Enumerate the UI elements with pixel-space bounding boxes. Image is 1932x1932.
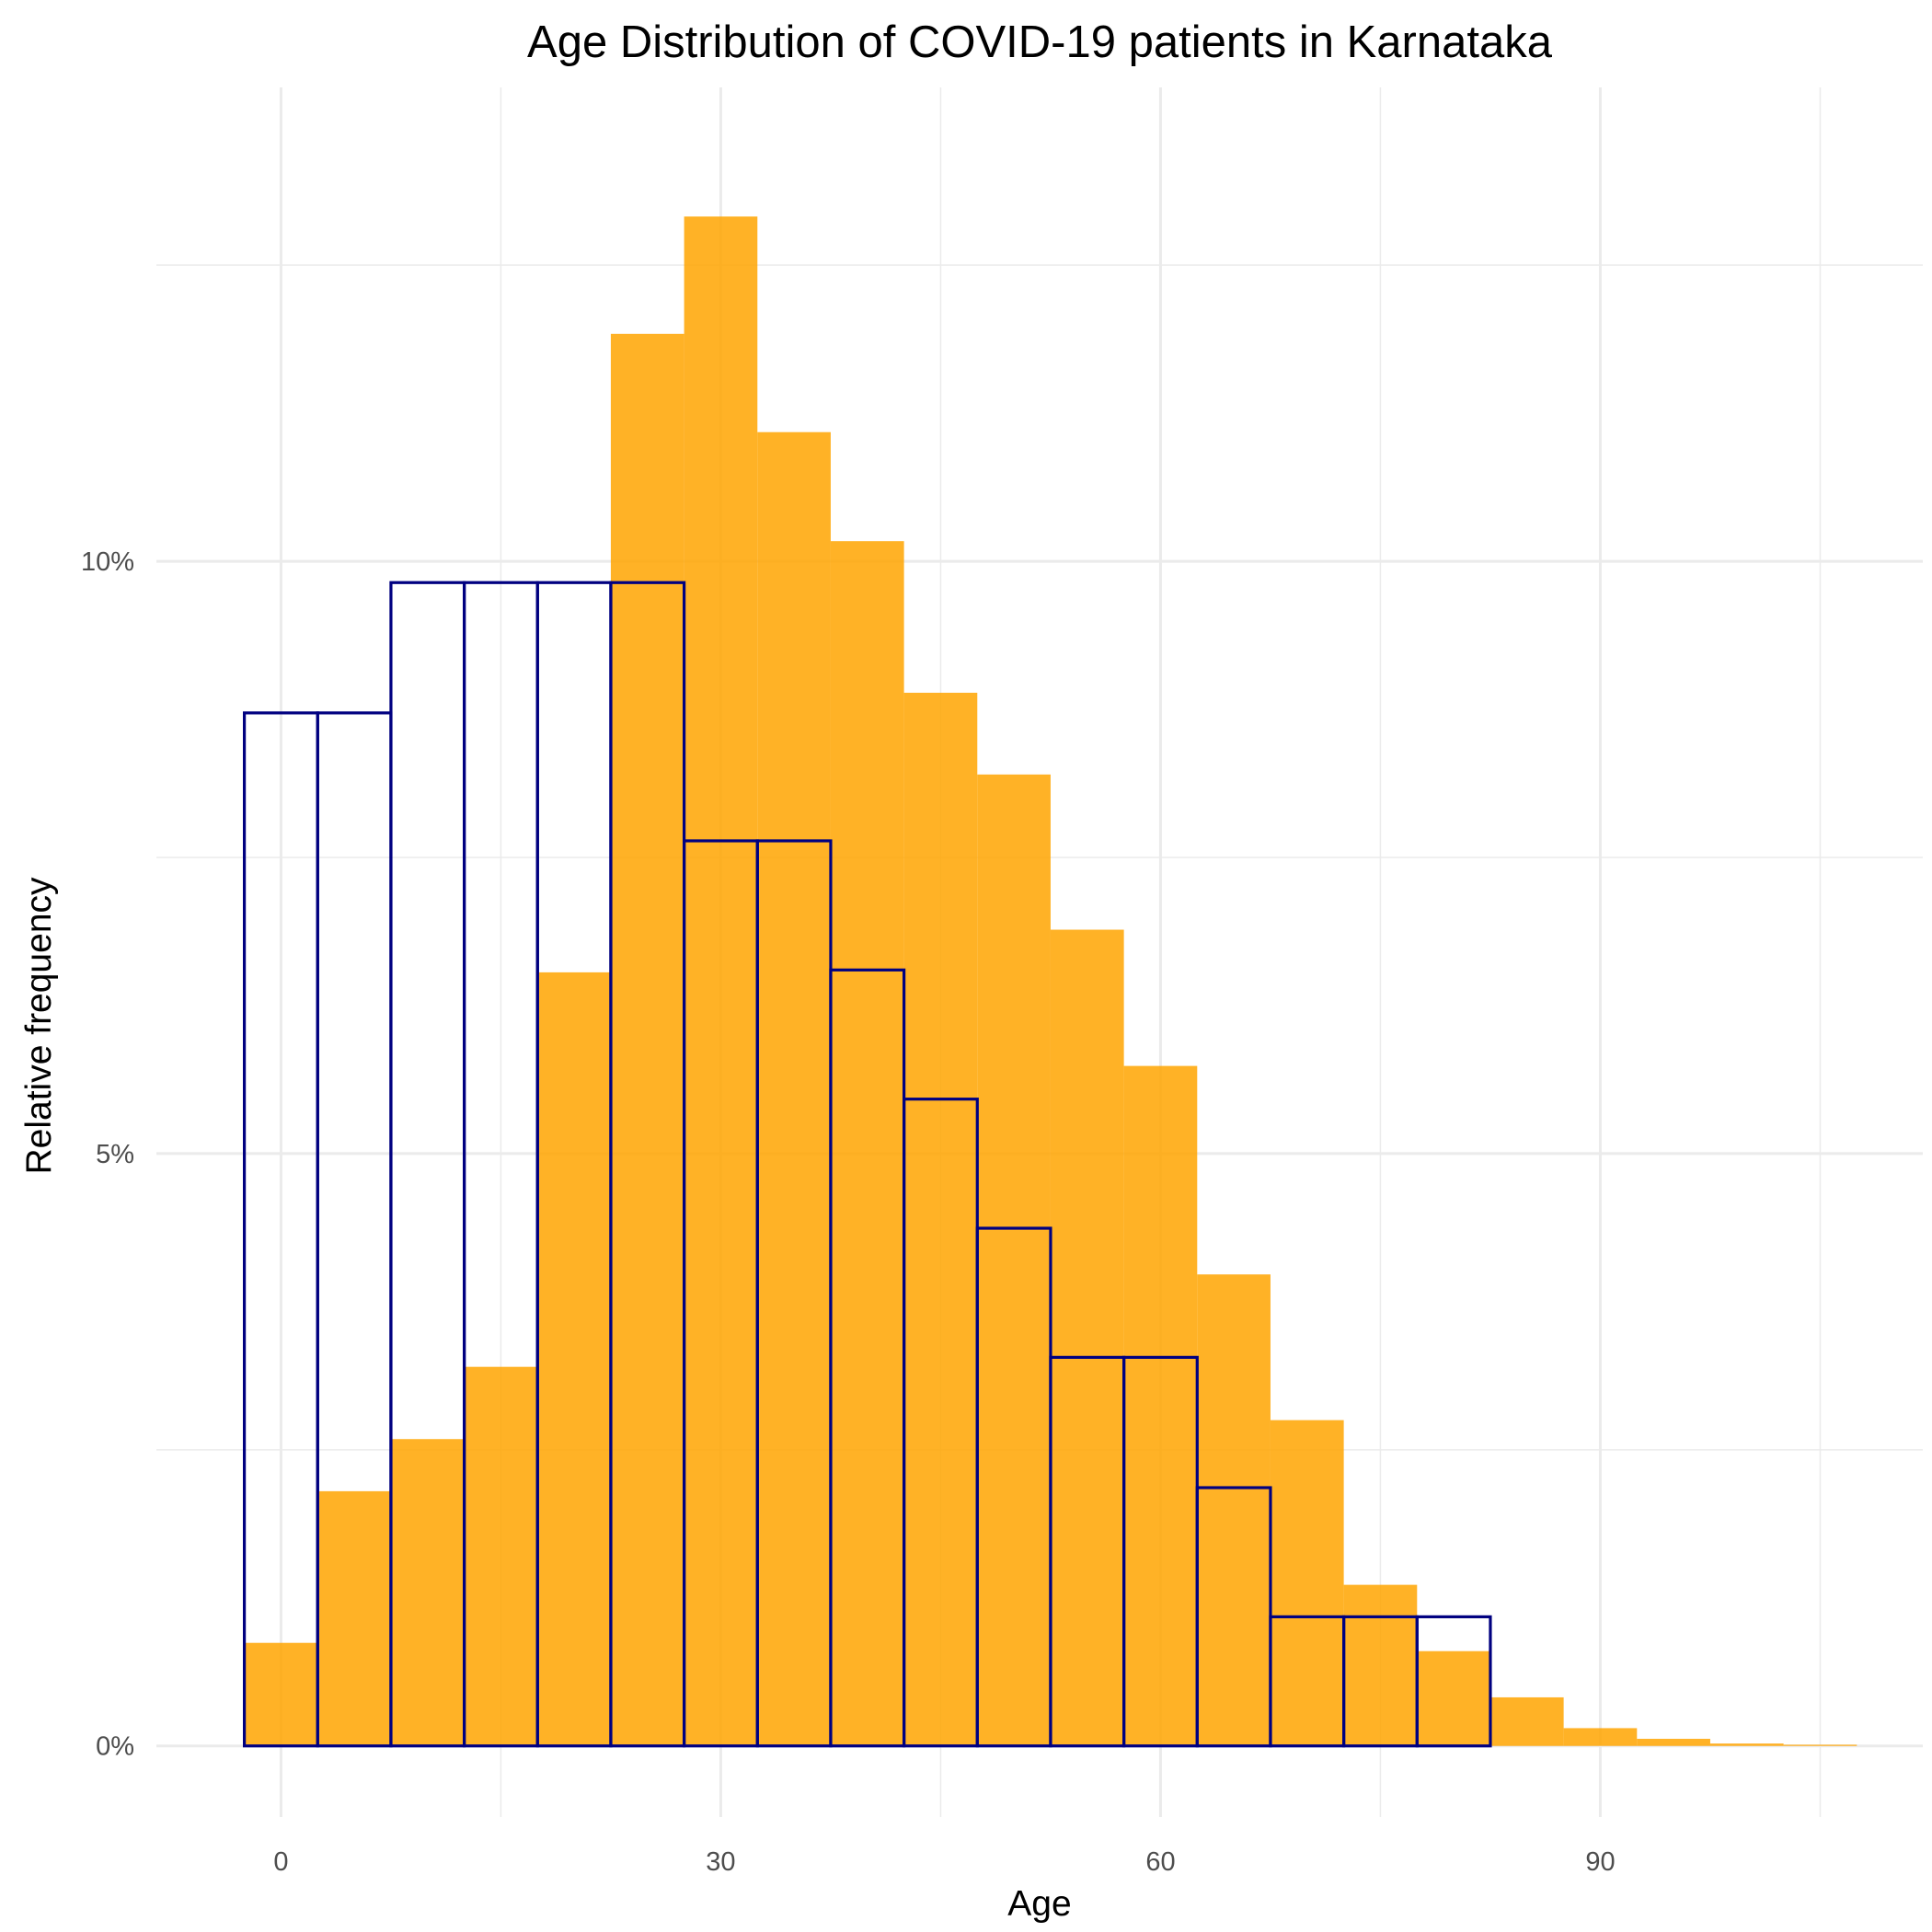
filled-bar-5 (317, 1490, 391, 1746)
filled-bar-60 (1123, 1065, 1198, 1746)
filled-bar-45 (903, 693, 978, 1746)
outline-histogram (243, 581, 1492, 1748)
outline-bar-80 (1415, 1615, 1492, 1748)
filled-bar-40 (830, 541, 904, 1746)
filled-bar-100 (1709, 1743, 1784, 1746)
x-tick-label-0: 0 (273, 1847, 288, 1877)
x-tick-label-60: 60 (1145, 1847, 1175, 1877)
y-tick-label-0: 0% (96, 1732, 134, 1762)
filled-bar-85 (1489, 1696, 1564, 1746)
filled-bar-0 (244, 1642, 318, 1746)
x-axis-title: Age (1007, 1884, 1071, 1924)
filled-bar-65 (1197, 1274, 1271, 1746)
filled-bar-105 (1783, 1744, 1857, 1746)
filled-bar-80 (1417, 1650, 1490, 1746)
x-tick-label-90: 90 (1585, 1847, 1615, 1877)
filled-bar-95 (1637, 1739, 1710, 1746)
filled-bar-15 (464, 1366, 538, 1746)
filled-bar-20 (537, 972, 611, 1746)
x-tick-label-30: 30 (706, 1847, 735, 1877)
chart-title: Age Distribution of COVID-19 patients in… (527, 17, 1553, 67)
filled-bar-30 (684, 216, 758, 1746)
x-axis-ticks: 0 30 60 90 (273, 1847, 1615, 1877)
filled-bar-75 (1343, 1584, 1418, 1746)
filled-bar-10 (390, 1439, 465, 1746)
filled-bar-50 (977, 774, 1051, 1746)
filled-bar-55 (1050, 929, 1124, 1746)
filled-bar-35 (757, 431, 831, 1746)
filled-bar-25 (610, 333, 684, 1746)
y-axis-ticks: 0% 5% 10% (81, 547, 134, 1762)
filled-bar-70 (1270, 1420, 1344, 1746)
y-tick-label-5: 5% (96, 1140, 134, 1169)
y-axis-title: Relative frequency (19, 877, 59, 1175)
filled-histogram (244, 216, 1857, 1746)
filled-bar-90 (1563, 1728, 1638, 1746)
y-tick-label-10: 10% (81, 547, 134, 577)
